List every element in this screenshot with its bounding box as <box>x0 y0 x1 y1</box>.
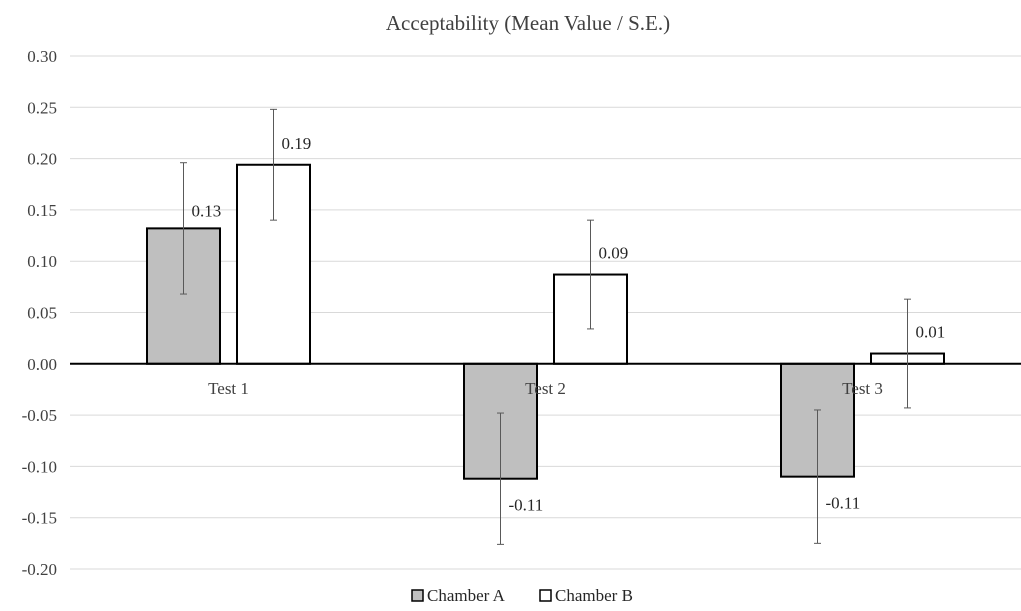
y-tick-label: -0.15 <box>22 509 57 528</box>
category-label: Test 1 <box>208 379 249 398</box>
category-label: Test 3 <box>842 379 883 398</box>
legend-swatch <box>411 589 424 602</box>
y-tick-label: 0.10 <box>27 252 57 271</box>
data-label: 0.19 <box>282 134 312 153</box>
gridlines <box>70 55 1021 570</box>
legend-label: Chamber A <box>427 586 506 605</box>
error-bars <box>180 108 911 545</box>
data-label: -0.11 <box>509 496 544 515</box>
legend-swatch <box>539 589 552 602</box>
y-tick-label: 0.15 <box>27 201 57 220</box>
data-label: -0.11 <box>826 494 861 513</box>
y-tick-label: 0.00 <box>27 355 57 374</box>
data-labels: 0.13 -0.11 -0.11 0.19 0.09 0.01 <box>192 134 946 515</box>
category-label: Test 2 <box>525 379 566 398</box>
y-tick-label: -0.10 <box>22 457 57 476</box>
data-label: 0.09 <box>599 244 629 263</box>
y-tick-label: 0.30 <box>27 47 57 66</box>
y-tick-label: 0.25 <box>27 98 57 117</box>
category-labels: Test 1 Test 2 Test 3 <box>208 379 883 398</box>
chart-title: Acceptability (Mean Value / S.E.) <box>386 11 670 35</box>
data-label: 0.13 <box>192 201 222 220</box>
y-tick-label: 0.05 <box>27 304 57 323</box>
y-tick-label: -0.05 <box>22 406 57 425</box>
bars <box>146 163 945 480</box>
legend: Chamber A Chamber B <box>411 586 633 605</box>
y-axis-ticks: 0.30 0.25 0.20 0.15 0.10 0.05 0.00 -0.05 -0.10 -0… <box>22 47 57 579</box>
legend-label: Chamber B <box>555 586 633 605</box>
y-tick-label: -0.20 <box>22 560 57 579</box>
data-label: 0.01 <box>916 323 946 342</box>
y-tick-label: 0.20 <box>27 150 57 169</box>
